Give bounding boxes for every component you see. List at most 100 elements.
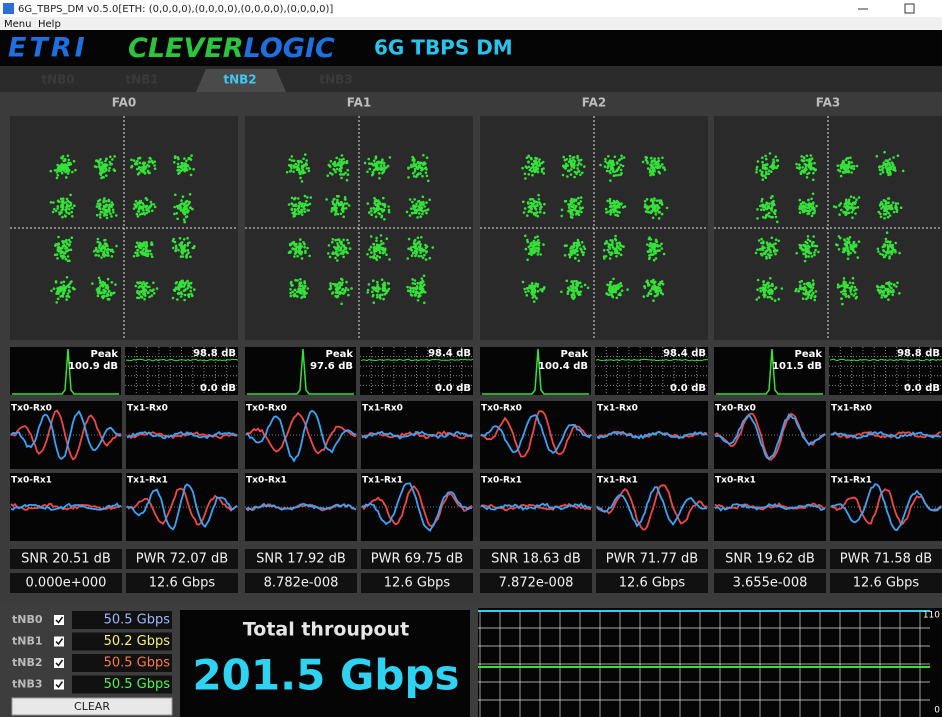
constellation-point	[54, 281, 58, 284]
constellation-point	[619, 247, 622, 251]
checkbox[interactable]	[54, 636, 64, 647]
checkbox[interactable]	[54, 658, 64, 668]
constellation-point	[775, 159, 779, 162]
checkbox[interactable]	[54, 615, 64, 625]
constellation-point	[759, 169, 762, 172]
constellation-point	[802, 292, 805, 295]
constellation-point	[521, 166, 524, 170]
constellation-point	[651, 281, 655, 284]
constellation-point	[104, 283, 107, 287]
constellation-point	[148, 249, 152, 253]
constellation-point	[379, 297, 382, 300]
constellation-point	[372, 207, 376, 210]
constellation-point	[880, 296, 883, 299]
constellation-point	[602, 255, 606, 258]
constellation-point	[852, 196, 856, 199]
constellation-point	[849, 195, 853, 198]
constellation-point	[890, 286, 893, 290]
constellation-point	[660, 212, 664, 216]
constellation-point	[542, 243, 545, 246]
constellation-point	[64, 201, 68, 204]
constellation-point	[530, 170, 534, 173]
constellation-point	[425, 201, 428, 204]
constellation-point	[534, 204, 538, 208]
constellation-point	[846, 257, 850, 261]
constellation-point	[563, 244, 567, 247]
menu-item[interactable]: Menu	[4, 19, 31, 30]
clear-label[interactable]: CLEAR	[74, 700, 110, 713]
constellation-point	[189, 158, 193, 161]
constellation-point	[413, 211, 416, 215]
constellation-point	[62, 280, 66, 284]
constellation-point	[289, 291, 292, 295]
constellation-point	[809, 168, 813, 171]
constellation-point	[567, 206, 571, 209]
clear-button[interactable]	[11, 697, 173, 716]
constellation-point	[761, 197, 764, 201]
brand-etri: ETRI	[8, 33, 88, 64]
constellation-point	[652, 202, 655, 206]
constellation-point	[853, 251, 857, 254]
constellation-point	[536, 170, 540, 174]
constellation-point	[608, 286, 611, 290]
constellation-point	[300, 213, 304, 216]
constellation-point	[146, 285, 149, 289]
constellation-point	[423, 249, 426, 252]
channel-trace	[480, 413, 592, 455]
constellation-point	[383, 292, 387, 296]
constellation-point	[542, 211, 546, 215]
constellation-point	[335, 156, 339, 160]
constellation-point	[130, 165, 133, 169]
constellation-point	[528, 168, 532, 172]
constellation-point	[885, 164, 889, 167]
constellation-point	[646, 294, 649, 298]
checkbox[interactable]	[54, 679, 64, 690]
tab[interactable]: tNB3	[319, 73, 352, 87]
constellation-point	[615, 242, 619, 245]
constellation-point	[770, 244, 773, 247]
constellation-point	[107, 247, 110, 251]
constellation-point	[60, 208, 63, 212]
constellation-point	[888, 158, 892, 161]
constellation-point	[809, 285, 812, 289]
constellation-point	[812, 235, 815, 238]
constellation-point	[769, 295, 772, 299]
tab[interactable]: tNB2	[223, 73, 256, 87]
constellation-point	[885, 231, 889, 234]
constellation-point	[532, 166, 535, 169]
constellation-points	[521, 154, 669, 303]
constellation-point	[65, 205, 69, 208]
constellation-point	[760, 252, 763, 256]
constellation-point	[366, 202, 370, 205]
constellation-point	[767, 281, 770, 285]
constellation-point	[616, 214, 620, 218]
constellation-point	[645, 280, 648, 284]
total-value: 201.5 Gbps	[192, 651, 459, 700]
tab[interactable]: tNB0	[41, 73, 74, 87]
maximize-button[interactable]	[904, 3, 915, 14]
constellation-point	[407, 166, 410, 169]
spectrum-max: 98.8 dB	[897, 348, 940, 359]
menu-item[interactable]: Help	[38, 19, 61, 30]
constellation-point	[538, 158, 541, 161]
constellation-point	[418, 286, 422, 289]
constellation-point	[326, 174, 330, 177]
constellation-point	[422, 153, 425, 157]
constellation-point	[615, 296, 619, 300]
constellation-point	[884, 159, 888, 162]
constellation-point	[760, 241, 763, 245]
constellation-point	[614, 249, 617, 253]
constellation-points	[49, 154, 196, 304]
constellation-point	[424, 171, 428, 174]
constellation-point	[386, 164, 390, 168]
constellation-point	[292, 159, 296, 162]
constellation-point	[654, 280, 657, 284]
tab[interactable]: tNB1	[125, 73, 158, 87]
constellation-point	[654, 165, 657, 169]
constellation-point	[150, 241, 153, 244]
constellation-point	[795, 162, 798, 166]
constellation-point	[187, 251, 190, 255]
constellation-point	[107, 198, 111, 202]
constellation-point	[648, 236, 651, 239]
constellation-point	[177, 248, 180, 252]
